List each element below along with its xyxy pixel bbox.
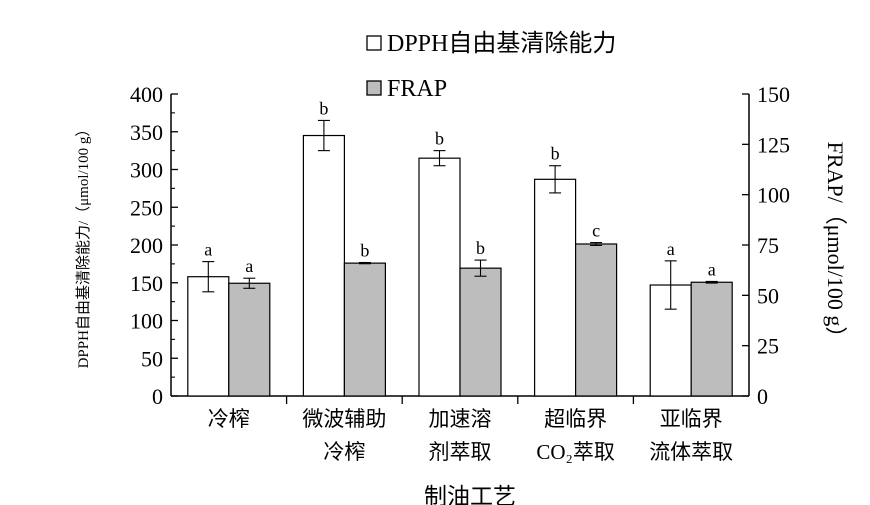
y-tick-label-right: 100 bbox=[757, 183, 790, 208]
x-tick-label: 冷榨 bbox=[323, 440, 365, 464]
x-tick-label: 亚临界 bbox=[660, 407, 723, 431]
plot-area: 0 50 100 150 200 250 300 350 400 0 25 50 75 100 125 150… bbox=[130, 82, 790, 464]
significance-label: b bbox=[435, 129, 444, 149]
y-tick-label-right: 150 bbox=[757, 82, 790, 107]
y-tick-label-right: 0 bbox=[757, 384, 768, 409]
y-tick-label-left: 100 bbox=[130, 309, 163, 334]
y-tick-label-left: 400 bbox=[130, 82, 163, 107]
significance-label: b bbox=[551, 144, 560, 164]
legend-swatch-dpph bbox=[366, 35, 382, 51]
significance-label: b bbox=[476, 238, 485, 258]
y-tick-label-left: 200 bbox=[130, 233, 163, 258]
significance-label: a bbox=[245, 256, 253, 276]
legend-label-dpph: DPPH自由基清除能力 bbox=[387, 30, 616, 57]
x-tick-label: CO₂萃取 bbox=[536, 440, 615, 464]
significance-label: a bbox=[204, 240, 212, 260]
significance-label: b bbox=[360, 241, 369, 261]
y-tick-label-left: 250 bbox=[130, 195, 163, 220]
bar-frap bbox=[228, 282, 271, 397]
y-axis-label-right: FRAP/（μmol/100 g） bbox=[823, 142, 848, 349]
x-tick-label: 流体萃取 bbox=[649, 440, 733, 464]
x-tick-label: 剂萃取 bbox=[429, 440, 492, 464]
x-axis-title: 制油工艺 bbox=[424, 484, 516, 505]
significance-label: b bbox=[319, 98, 328, 118]
legend-swatch-frap bbox=[366, 80, 382, 96]
bar-dpph bbox=[187, 276, 230, 397]
significance-label: c bbox=[592, 221, 600, 241]
y-tick-label-left: 350 bbox=[130, 120, 163, 145]
y-tick-label-right: 75 bbox=[757, 233, 779, 258]
bar-dpph bbox=[302, 134, 345, 397]
significance-label: a bbox=[667, 239, 675, 259]
x-tick-label: 微波辅助 bbox=[302, 407, 386, 431]
significance-label: a bbox=[708, 259, 716, 279]
y-tick-label-right: 25 bbox=[757, 334, 779, 359]
y-tick-label-left: 150 bbox=[130, 271, 163, 296]
bar-dpph bbox=[533, 178, 577, 397]
bar-frap bbox=[343, 262, 386, 397]
bar-frap bbox=[690, 281, 733, 397]
bar-frap bbox=[574, 243, 618, 397]
y-tick-label-left: 50 bbox=[141, 346, 163, 371]
x-tick-label: 超临界 bbox=[544, 407, 607, 431]
y-tick-label-left: 300 bbox=[130, 158, 163, 183]
y-tick-label-left: 0 bbox=[152, 384, 163, 409]
legend: DPPH自由基清除能力 FRAP bbox=[366, 30, 616, 102]
bar-dpph bbox=[418, 157, 461, 397]
bar-frap bbox=[459, 267, 502, 397]
y-axis-label-left: DPPH自由基清除能力/（μmol/100 g） bbox=[75, 122, 92, 369]
legend-label-frap: FRAP bbox=[387, 76, 447, 102]
x-tick-label: 加速溶 bbox=[429, 407, 492, 431]
y-tick-label-right: 50 bbox=[757, 283, 779, 308]
y-tick-label-right: 125 bbox=[757, 132, 790, 157]
x-tick-label: 冷榨 bbox=[208, 407, 250, 431]
